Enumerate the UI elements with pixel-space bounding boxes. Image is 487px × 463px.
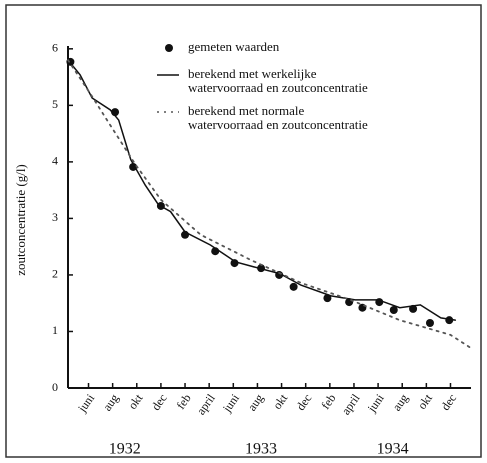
data-point bbox=[358, 303, 367, 312]
data-point bbox=[289, 282, 298, 291]
x-tick-label: aug bbox=[245, 391, 266, 413]
legend-label: berekend met werkelijke bbox=[188, 66, 317, 81]
legend-label: watervoorraad en zoutconcentratie bbox=[188, 117, 368, 132]
frame bbox=[5, 4, 482, 458]
legend-label: gemeten waarden bbox=[188, 39, 280, 54]
data-point bbox=[66, 57, 75, 66]
x-tick-label: april bbox=[339, 391, 363, 418]
x-tick-label: feb bbox=[173, 391, 193, 412]
x-tick-label: okt bbox=[415, 391, 436, 412]
y-tick-label: 2 bbox=[52, 267, 58, 281]
x-tick-label: juni bbox=[364, 391, 387, 416]
y-tick-label: 6 bbox=[52, 41, 58, 55]
y-axis-label: zoutconcentratie (g/l) bbox=[13, 164, 28, 276]
x-tick-label: juni bbox=[74, 391, 97, 416]
year-label: 1932 bbox=[109, 441, 141, 458]
line bbox=[67, 59, 457, 321]
legend-label: berekend met normale bbox=[188, 103, 304, 118]
x-tick-label: april bbox=[194, 391, 218, 418]
data-point bbox=[230, 259, 239, 268]
y-tick-label: 1 bbox=[52, 323, 58, 337]
x-tick-label: feb bbox=[318, 391, 338, 412]
y-tick-label: 5 bbox=[52, 97, 58, 111]
x-tick-label: dec bbox=[293, 391, 314, 413]
x-tick-label: dec bbox=[438, 391, 459, 413]
data-point bbox=[129, 162, 138, 171]
x-tick-label: juni bbox=[219, 391, 242, 416]
x-tick-label: aug bbox=[390, 391, 411, 413]
x-tick-label: dec bbox=[149, 391, 170, 413]
legend-marker bbox=[165, 44, 173, 52]
x-tick-label: okt bbox=[125, 391, 146, 412]
data-point bbox=[389, 305, 398, 314]
y-tick-label: 0 bbox=[52, 380, 58, 394]
y-tick-label: 4 bbox=[52, 154, 58, 168]
y-tick-label: 3 bbox=[52, 210, 58, 224]
legend-label: watervoorraad en zoutconcentratie bbox=[188, 80, 368, 95]
data-point bbox=[425, 318, 434, 327]
year-label: 1933 bbox=[245, 441, 277, 458]
year-label: 1934 bbox=[377, 441, 409, 458]
data-point bbox=[323, 294, 332, 303]
x-tick-label: okt bbox=[270, 391, 291, 412]
x-tick-label: aug bbox=[100, 391, 121, 413]
line bbox=[67, 59, 471, 349]
